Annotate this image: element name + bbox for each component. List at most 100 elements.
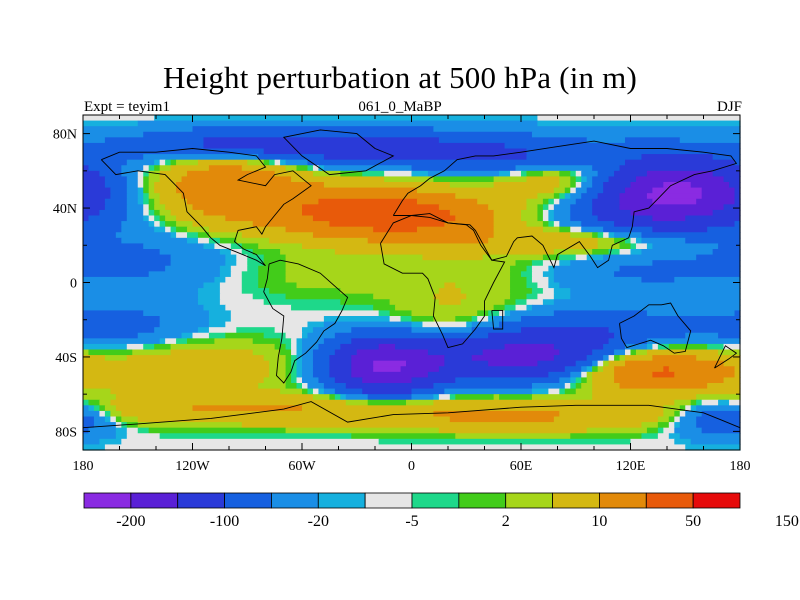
y-tick-label: 80S bbox=[55, 425, 77, 440]
field-cell bbox=[307, 388, 314, 395]
y-tick-label: 80N bbox=[53, 128, 77, 143]
field-cell bbox=[444, 360, 489, 367]
field-cell bbox=[570, 193, 582, 200]
field-cell bbox=[581, 383, 593, 390]
field-cell bbox=[493, 304, 506, 312]
field-cell bbox=[548, 388, 560, 395]
field-cell bbox=[110, 410, 122, 418]
field-cell bbox=[323, 388, 336, 395]
field-cell bbox=[570, 209, 593, 217]
field-cell bbox=[553, 204, 571, 211]
field-cell bbox=[564, 388, 577, 395]
field-cell bbox=[165, 204, 194, 211]
field-cell bbox=[449, 209, 495, 217]
field-cell bbox=[630, 249, 643, 256]
field-cell bbox=[581, 193, 599, 200]
field-cell bbox=[126, 355, 265, 362]
field-cell bbox=[537, 293, 555, 300]
field-cell bbox=[159, 321, 210, 328]
field-cell bbox=[663, 182, 692, 189]
field-cell bbox=[285, 366, 292, 373]
field-cell bbox=[329, 371, 352, 379]
field-cell bbox=[493, 232, 571, 239]
field-cell bbox=[312, 355, 330, 362]
field-cell bbox=[148, 215, 155, 222]
field-cell bbox=[83, 282, 205, 289]
field-cell bbox=[93, 422, 117, 429]
field-cell bbox=[559, 254, 577, 261]
field-cell bbox=[362, 388, 413, 395]
field-cell bbox=[734, 366, 741, 373]
field-cell bbox=[619, 165, 741, 172]
field-cell bbox=[318, 198, 418, 205]
field-cell bbox=[219, 282, 243, 289]
field-cell bbox=[252, 349, 281, 356]
colorbar-swatch bbox=[83, 492, 132, 509]
field-cell bbox=[537, 120, 741, 127]
field-cell bbox=[176, 182, 325, 189]
field-cell bbox=[515, 165, 593, 172]
field-cell bbox=[88, 399, 101, 406]
x-tick-label: 0 bbox=[408, 459, 415, 474]
field-cell bbox=[197, 293, 221, 300]
field-cell bbox=[597, 215, 653, 222]
coastline bbox=[392, 140, 738, 269]
field-cell bbox=[159, 198, 188, 205]
field-cell bbox=[241, 276, 259, 284]
field-cell bbox=[269, 366, 287, 373]
field-cell bbox=[302, 366, 314, 373]
field-cell bbox=[488, 310, 500, 317]
field-cell bbox=[159, 316, 210, 323]
field-cell bbox=[104, 176, 128, 183]
field-cell bbox=[269, 288, 341, 295]
field-cell bbox=[630, 349, 637, 356]
field-cell bbox=[165, 338, 177, 345]
field-cell bbox=[307, 332, 336, 339]
field-cell bbox=[126, 215, 144, 222]
field-cell bbox=[542, 271, 555, 278]
field-cell bbox=[646, 338, 741, 345]
field-cell bbox=[312, 394, 330, 401]
field-cell bbox=[318, 343, 341, 351]
field-cell bbox=[510, 293, 528, 300]
colorbar-swatch bbox=[364, 492, 413, 509]
field-cell bbox=[258, 282, 298, 289]
field-cell bbox=[126, 433, 161, 440]
field-cell bbox=[104, 137, 205, 144]
field-cell bbox=[619, 193, 648, 200]
field-cell bbox=[701, 427, 741, 434]
field-cell bbox=[83, 410, 101, 418]
field-cell bbox=[296, 371, 303, 379]
field-cell bbox=[351, 327, 413, 334]
field-cell bbox=[707, 226, 741, 233]
x-tick-label: 180 bbox=[730, 459, 751, 474]
field-cell bbox=[88, 349, 133, 356]
field-cell bbox=[592, 204, 621, 211]
field-cell bbox=[329, 355, 352, 362]
field-cell bbox=[334, 388, 363, 395]
field-cell bbox=[652, 355, 697, 362]
field-cell bbox=[373, 304, 396, 312]
field-cell bbox=[477, 310, 489, 317]
field-cell bbox=[646, 310, 736, 317]
field-cell bbox=[542, 221, 549, 228]
field-cell bbox=[389, 316, 402, 323]
field-cell bbox=[83, 399, 90, 406]
field-cell bbox=[657, 433, 670, 440]
field-cell bbox=[559, 182, 571, 189]
field-cell bbox=[592, 371, 615, 379]
colorbar: -200 -100 -20 -5 2 10 50 150 bbox=[83, 492, 799, 530]
field-cell bbox=[165, 221, 177, 228]
field-cell bbox=[197, 159, 248, 166]
field-cell bbox=[696, 394, 741, 401]
field-cell bbox=[291, 176, 385, 183]
field-cell bbox=[575, 254, 588, 261]
field-cell bbox=[548, 276, 555, 284]
field-cell bbox=[597, 360, 604, 367]
field-cell bbox=[581, 221, 615, 228]
field-cell bbox=[285, 254, 424, 261]
field-cell bbox=[302, 383, 309, 390]
field-cell bbox=[83, 416, 95, 423]
field-cell bbox=[291, 355, 298, 362]
field-cell bbox=[553, 299, 741, 306]
